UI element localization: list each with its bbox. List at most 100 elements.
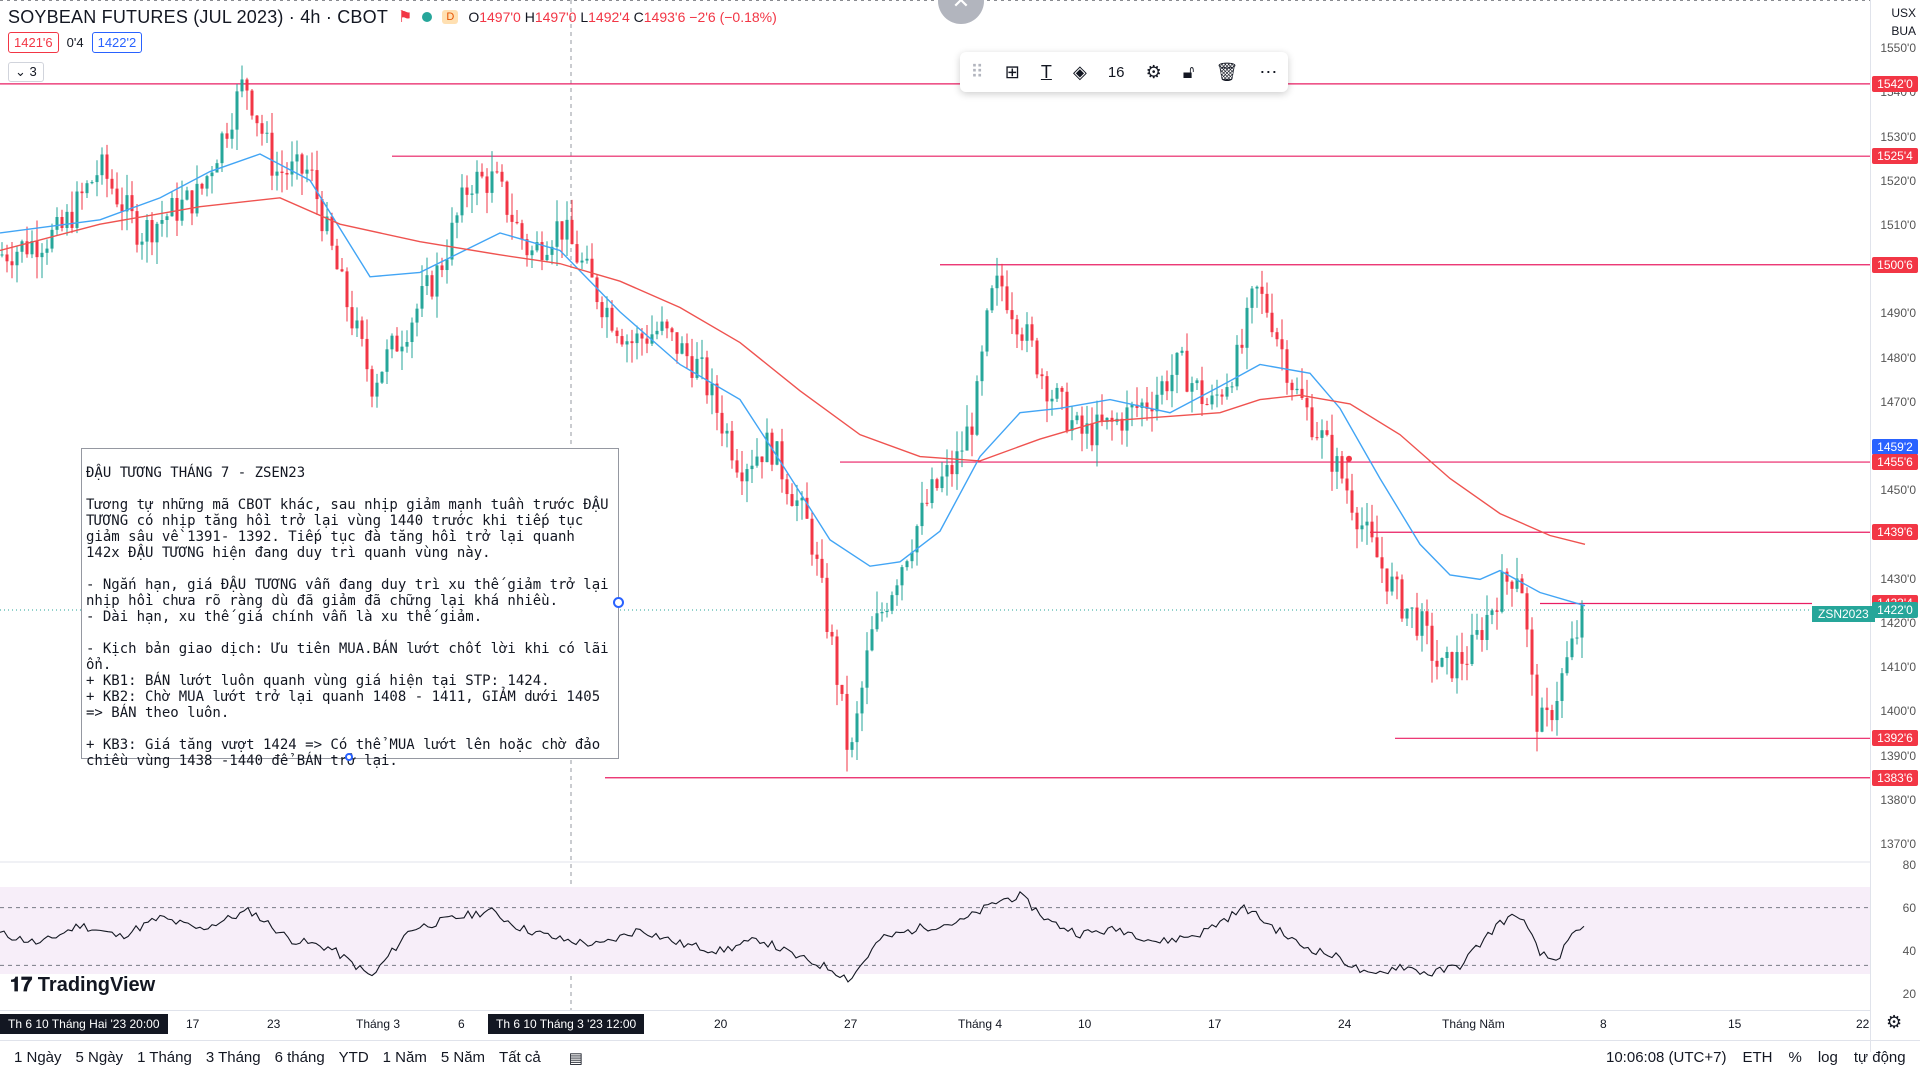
candle-body — [1325, 430, 1329, 435]
candle-body — [785, 479, 789, 495]
font-size-select[interactable]: 16 — [1107, 63, 1125, 81]
candle-body — [300, 154, 304, 174]
candle-body — [655, 330, 659, 335]
range-button[interactable]: 1 Ngày — [14, 1049, 62, 1066]
candle-body — [1530, 629, 1534, 675]
price-tick: 1480'0 — [1880, 351, 1916, 365]
candle-body — [390, 335, 394, 350]
calendar-icon[interactable]: ▤ — [568, 1049, 583, 1067]
candle-body — [545, 254, 549, 261]
candle-body — [0, 254, 4, 256]
candle-body — [635, 333, 639, 344]
range-button[interactable]: 5 Ngày — [75, 1049, 124, 1066]
candle-body — [160, 220, 164, 224]
candle-body — [125, 195, 129, 212]
candle-body — [1140, 402, 1144, 408]
range-button[interactable]: 6 tháng — [274, 1049, 325, 1066]
rsi-chart[interactable] — [0, 872, 1870, 992]
candle-body — [365, 338, 369, 370]
candle-body — [570, 219, 574, 245]
candle-body — [865, 650, 869, 688]
currency-label[interactable]: USX — [1891, 6, 1916, 20]
candle-body — [135, 211, 139, 245]
candle-body — [980, 351, 984, 382]
note-paragraph: + KB3: Giá tăng vượt 1424 => Có thể MUA … — [86, 737, 609, 769]
fill-color-icon[interactable]: ◈ — [1072, 61, 1087, 82]
price-tick: 1550'0 — [1880, 41, 1916, 55]
candle-body — [1130, 404, 1134, 408]
indicators-toggle[interactable]: ⌄ 3 — [8, 62, 44, 82]
buy-label: BUA — [1891, 24, 1916, 38]
candle-body — [1485, 614, 1489, 640]
buy-button[interactable]: 1422'2 — [91, 32, 143, 53]
range-button[interactable]: YTD — [338, 1049, 369, 1066]
range-button[interactable]: Tất cả — [499, 1049, 541, 1066]
sell-button[interactable]: 1421'6 — [8, 32, 59, 53]
session-toggle[interactable]: ETH — [1742, 1049, 1773, 1066]
price-chart[interactable] — [0, 0, 1870, 1010]
resize-handle[interactable] — [613, 597, 624, 608]
candle-body — [1135, 404, 1139, 408]
auto-toggle[interactable]: tự động — [1853, 1049, 1906, 1066]
time-tick: 17 — [1208, 1017, 1222, 1031]
candle-body — [880, 612, 884, 614]
candle-body — [1215, 394, 1219, 396]
lock-icon[interactable]: 🔓︎ — [1182, 61, 1195, 82]
clock-time[interactable]: 10:06:08 (UTC+7) — [1606, 1049, 1727, 1066]
candle-body — [1190, 383, 1194, 392]
candle-body — [195, 183, 199, 214]
candle-body — [1070, 420, 1074, 431]
candle-body — [890, 595, 894, 611]
close-value: 1493'6 — [643, 9, 686, 25]
ma-fast-line — [0, 153, 1586, 607]
analysis-note[interactable]: ĐẬU TƯƠNG THÁNG 7 - ZSEN23 Tương tự nhữn… — [81, 448, 619, 769]
range-button[interactable]: 3 Tháng — [205, 1049, 261, 1066]
candle-body — [665, 321, 669, 329]
candle-body — [1450, 652, 1454, 679]
candle-body — [760, 456, 764, 463]
drag-handle-icon[interactable]: ⠿ — [970, 61, 984, 82]
flag-icon[interactable]: ⚑ — [398, 9, 413, 26]
range-button[interactable]: 5 Năm — [440, 1049, 486, 1066]
candle-body — [990, 288, 994, 311]
symbol-title[interactable]: SOYBEAN FUTURES (JUL 2023) · 4h · CBOT — [8, 6, 389, 27]
candle-body — [435, 265, 439, 297]
candle-body — [1150, 408, 1154, 412]
candle-body — [1510, 581, 1514, 589]
candle-body — [1505, 571, 1509, 582]
candle-body — [1230, 386, 1234, 388]
candle-body — [1100, 414, 1104, 423]
candle-body — [500, 171, 504, 182]
candle-body — [1555, 700, 1559, 721]
template-icon[interactable]: ⊞ — [1004, 61, 1020, 82]
candle-body — [450, 222, 454, 260]
candle-body — [1040, 374, 1044, 377]
tradingview-logo[interactable]: 𝟏𝟕 TradingView — [10, 974, 155, 997]
log-toggle[interactable]: log — [1817, 1049, 1838, 1066]
trash-icon[interactable]: 🗑︎ — [1215, 61, 1239, 82]
candle-body — [730, 430, 734, 461]
candle-body — [735, 460, 739, 473]
settings-icon[interactable]: ⚙ — [1145, 61, 1162, 82]
price-label: 1459'2 — [1872, 438, 1918, 455]
time-axis[interactable]: Th 6 10 Tháng Hai '23 20:00 17 23 Tháng … — [0, 1010, 1870, 1036]
candle-body — [1290, 382, 1294, 391]
candle-body — [490, 171, 494, 193]
time-tick: Tháng 4 — [958, 1017, 1003, 1031]
text-color-icon[interactable]: T — [1040, 61, 1052, 82]
resize-handle[interactable] — [345, 753, 353, 761]
range-button[interactable]: 1 Tháng — [137, 1049, 192, 1066]
candle-body — [1305, 398, 1309, 408]
gear-icon[interactable]: ⚙ — [1886, 1012, 1903, 1032]
candle-body — [1385, 568, 1389, 592]
candle-body — [485, 176, 489, 193]
candle-body — [705, 357, 709, 396]
candle-body — [645, 338, 649, 344]
alert-marker[interactable] — [1346, 455, 1352, 462]
note-paragraph: + KB2: Chờ MUA lướt trở lại quanh 1408 -… — [86, 689, 609, 721]
time-tick: 8 — [1600, 1017, 1607, 1031]
range-button[interactable]: 1 Năm — [382, 1049, 427, 1066]
candle-body — [805, 497, 809, 519]
percent-toggle[interactable]: % — [1788, 1049, 1802, 1066]
more-icon[interactable]: ⋯ — [1259, 61, 1278, 82]
